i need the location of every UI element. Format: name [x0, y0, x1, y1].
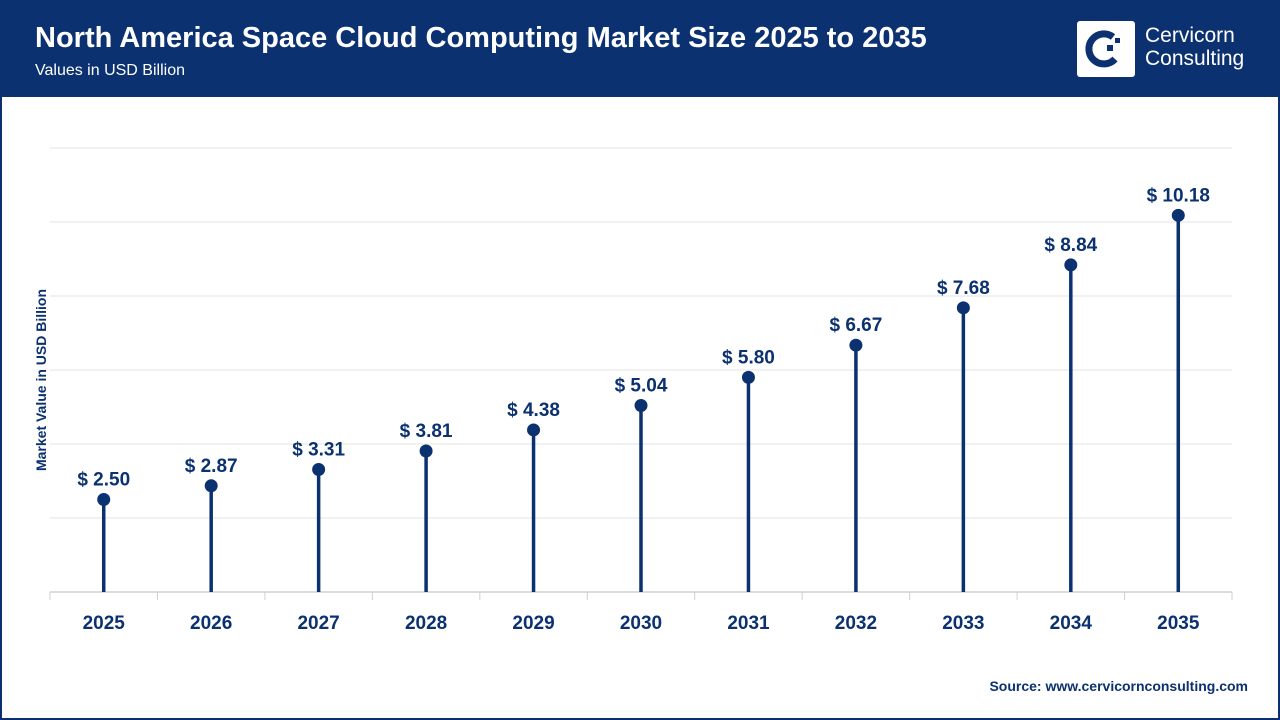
cervicorn-logo-icon	[1077, 21, 1135, 77]
logo-text-line2: Consulting	[1145, 47, 1245, 70]
lollipop-point	[634, 399, 648, 413]
header-banner: North America Space Cloud Computing Mark…	[0, 0, 1280, 97]
logo-text-line1: Cervicorn	[1145, 24, 1235, 47]
data-label: $ 6.67	[829, 315, 882, 336]
lollipop-point	[419, 444, 433, 458]
data-label: $ 2.50	[77, 470, 130, 491]
logo-text: Cervicorn Consulting	[1145, 24, 1244, 70]
data-label: $ 3.31	[292, 440, 345, 461]
lollipop-point	[97, 493, 111, 506]
data-label: $ 8.84	[1044, 235, 1097, 256]
source-text: Source: www.cervicornconsulting.com	[989, 678, 1248, 694]
x-tick-label: 2032	[835, 613, 877, 634]
x-tick-label: 2034	[1050, 613, 1093, 634]
chart-title: North America Space Cloud Computing Mark…	[35, 22, 927, 54]
lollipop-point	[1171, 208, 1185, 222]
data-label: $ 2.87	[185, 456, 238, 477]
lollipop-point	[312, 463, 326, 477]
x-tick-label: 2028	[405, 613, 447, 634]
data-label: $ 10.18	[1147, 185, 1210, 206]
x-tick-label: 2031	[727, 613, 770, 634]
lollipop-point	[1064, 258, 1078, 272]
chart-subtitle: Values in USD Billion	[35, 62, 185, 79]
x-tick-label: 2033	[942, 613, 984, 634]
data-label: $ 7.68	[937, 278, 990, 299]
data-label: $ 3.81	[400, 421, 453, 442]
x-tick-label: 2027	[297, 613, 339, 634]
data-label: $ 4.38	[507, 400, 560, 421]
lollipop-point	[527, 423, 541, 437]
lollipop-point	[204, 479, 218, 493]
x-tick-label: 2030	[620, 613, 662, 634]
lollipop-point	[741, 370, 755, 384]
x-tick-label: 2025	[83, 613, 126, 634]
lollipop-point	[956, 301, 970, 315]
x-tick-label: 2026	[190, 613, 232, 634]
data-label: $ 5.04	[615, 376, 668, 397]
data-label: $ 5.80	[722, 347, 775, 368]
x-tick-label: 2029	[512, 613, 554, 634]
lollipop-point	[849, 338, 863, 352]
x-tick-label: 2035	[1157, 613, 1200, 634]
